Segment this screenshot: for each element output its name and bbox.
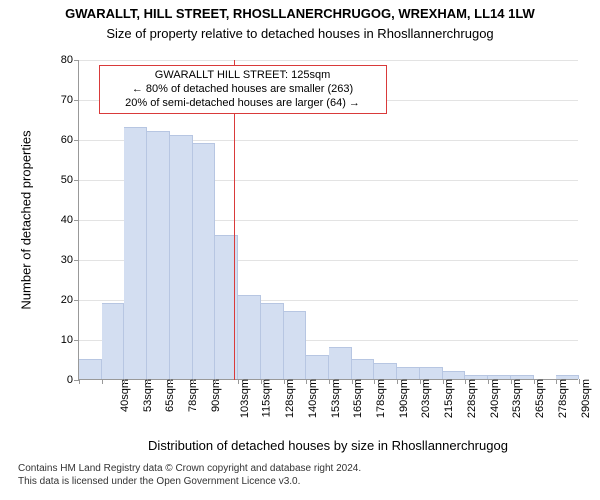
histogram-bar [238,295,261,379]
histogram-bar [102,303,125,379]
gridline [79,60,578,61]
xtick-mark [374,379,375,384]
histogram-bar [215,235,238,379]
xtick-label: 190sqm [398,379,410,418]
main-title: GWARALLT, HILL STREET, RHOSLLANERCHRUGOG… [0,6,600,21]
xtick-mark [420,379,421,384]
ytick-label: 10 [61,334,79,346]
xtick-mark [284,379,285,384]
annotation-box: GWARALLT HILL STREET: 125sqm← 80% of det… [99,65,387,114]
xtick-label: 178sqm [375,379,387,418]
histogram-bar [329,347,352,379]
histogram-bar [124,127,147,379]
histogram-bar [147,131,170,379]
xtick-label: 228sqm [466,379,478,418]
x-axis-label: Distribution of detached houses by size … [78,438,578,453]
subtitle: Size of property relative to detached ho… [0,26,600,41]
plot-area: 0102030405060708040sqm53sqm65sqm78sqm90s… [78,60,578,380]
histogram-bar [261,303,284,379]
xtick-mark [170,379,171,384]
xtick-label: 265sqm [534,379,546,418]
xtick-label: 115sqm [261,379,273,417]
xtick-mark [511,379,512,384]
histogram-bar [170,135,193,379]
ytick-label: 40 [61,214,79,226]
xtick-label: 203sqm [421,379,433,418]
xtick-mark [556,379,557,384]
xtick-mark [397,379,398,384]
footer-line: Contains HM Land Registry data © Crown c… [18,462,361,475]
xtick-mark [534,379,535,384]
xtick-mark [443,379,444,384]
xtick-mark [102,379,103,384]
xtick-mark [147,379,148,384]
annotation-line: 20% of semi-detached houses are larger (… [108,97,378,111]
xtick-mark [238,379,239,384]
xtick-mark [193,379,194,384]
histogram-bar [352,359,375,379]
xtick-mark [124,379,125,384]
xtick-mark [261,379,262,384]
xtick-label: 278sqm [557,379,569,418]
xtick-label: 240sqm [489,379,501,418]
xtick-label: 140sqm [307,379,319,418]
histogram-bar [306,355,329,379]
xtick-mark [352,379,353,384]
ytick-label: 80 [61,54,79,66]
ytick-label: 70 [61,94,79,106]
ytick-label: 20 [61,294,79,306]
xtick-label: 165sqm [352,379,364,418]
xtick-label: 215sqm [443,379,455,418]
xtick-label: 128sqm [284,379,296,418]
histogram-bar [193,143,216,379]
histogram-bar [420,367,443,379]
xtick-mark [215,379,216,384]
xtick-mark [79,379,80,384]
xtick-label: 153sqm [330,379,342,418]
ytick-label: 50 [61,174,79,186]
footer: Contains HM Land Registry data © Crown c… [18,462,361,488]
footer-line: This data is licensed under the Open Gov… [18,475,361,488]
xtick-label: 253sqm [512,379,524,418]
annotation-line: GWARALLT HILL STREET: 125sqm [108,69,378,83]
histogram-bar [443,371,466,379]
xtick-label: 103sqm [239,379,251,418]
xtick-mark [329,379,330,384]
histogram-bar [374,363,397,379]
y-axis-label: Number of detached properties [19,130,34,309]
ytick-label: 60 [61,134,79,146]
xtick-mark [488,379,489,384]
ytick-label: 0 [67,374,79,386]
histogram-bar [397,367,420,379]
ytick-label: 30 [61,254,79,266]
xtick-mark [579,379,580,384]
xtick-mark [306,379,307,384]
xtick-label: 290sqm [580,379,592,418]
annotation-line: ← 80% of detached houses are smaller (26… [108,83,378,97]
xtick-mark [465,379,466,384]
histogram-bar [284,311,307,379]
histogram-bar [79,359,102,379]
